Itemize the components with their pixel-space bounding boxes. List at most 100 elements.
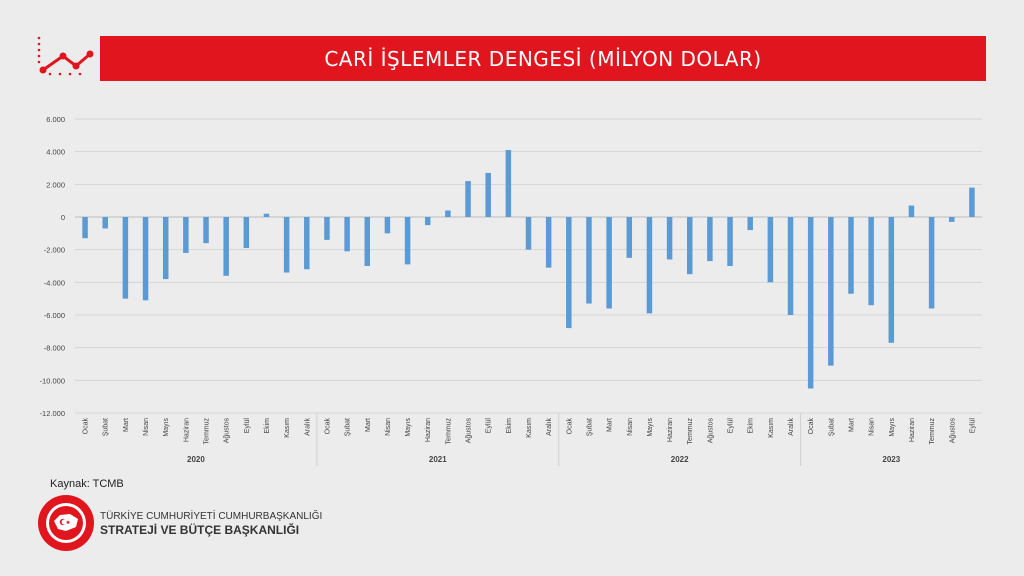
- x-tick-label: Nisan: [143, 418, 150, 436]
- y-tick-label: -4.000: [44, 278, 65, 287]
- bar: [949, 217, 955, 222]
- bar: [828, 217, 834, 366]
- x-tick-label: Mayıs: [647, 418, 654, 437]
- bar: [404, 217, 411, 265]
- year-label: 2021: [429, 455, 447, 464]
- x-tick-label: Temmuz: [204, 418, 211, 445]
- x-tick-label: Şubat: [828, 418, 835, 436]
- x-tick-label: Ocak: [83, 418, 90, 435]
- x-tick-label: Mayıs: [405, 418, 412, 437]
- x-tick-label: Nisan: [869, 418, 876, 436]
- bar: [747, 217, 753, 231]
- title-banner: CARİ İŞLEMLER DENGESİ (MİLYON DOLAR): [100, 36, 986, 81]
- bar: [183, 217, 189, 253]
- bar: [586, 217, 592, 304]
- x-tick-label: Temmuz: [929, 418, 936, 445]
- bar: [162, 217, 169, 280]
- x-tick-label: Eylül: [244, 418, 251, 434]
- x-tick-label: Mart: [848, 418, 855, 432]
- bar: [545, 217, 552, 268]
- source-label: Kaynak: TCMB: [50, 478, 124, 490]
- x-tick-label: Haziran: [909, 418, 916, 442]
- page-title: CARİ İŞLEMLER DENGESİ (MİLYON DOLAR): [324, 46, 762, 71]
- bar: [566, 217, 572, 329]
- x-tick-label: Eylül: [728, 418, 735, 434]
- bar: [969, 187, 975, 217]
- x-tick-label: Nisan: [627, 418, 634, 436]
- x-tick-label: Aralık: [788, 418, 795, 436]
- bar: [686, 217, 693, 275]
- bar: [384, 217, 391, 234]
- bar: [203, 217, 209, 244]
- bar: [888, 217, 895, 343]
- bar: [727, 217, 733, 266]
- x-tick-label: Temmuz: [445, 418, 452, 445]
- x-tick-label: Mayıs: [889, 418, 896, 437]
- y-tick-label: 2.000: [46, 180, 65, 189]
- y-tick-label: -12.000: [40, 409, 65, 418]
- bar: [868, 217, 874, 306]
- bar: [142, 217, 149, 301]
- bar: [505, 150, 512, 217]
- x-tick-label: Eylül: [969, 418, 976, 434]
- y-tick-label: -8.000: [44, 344, 65, 353]
- institution-line1: TÜRKİYE CUMHURİYETİ CUMHURBAŞKANLIĞI: [100, 511, 323, 522]
- institution-line2: STRATEJİ VE BÜTÇE BAŞKANLIĞI: [100, 523, 300, 537]
- x-tick-label: Kasım: [768, 418, 775, 438]
- bar: [485, 172, 491, 217]
- bar: [707, 217, 713, 262]
- x-tick-label: Kasım: [284, 418, 291, 438]
- bar: [102, 217, 108, 229]
- x-tick-label: Ağustos: [466, 418, 473, 444]
- x-tick-label: Kasım: [526, 418, 533, 438]
- bar: [283, 217, 290, 273]
- x-tick-label: Mart: [607, 418, 614, 432]
- x-tick-label: Şubat: [586, 418, 593, 436]
- bar: [666, 217, 673, 260]
- year-label: 2022: [671, 455, 689, 464]
- bar: [122, 217, 129, 299]
- bar: [223, 217, 229, 276]
- y-tick-label: 4.000: [46, 148, 65, 157]
- bar: [445, 210, 451, 217]
- bar: [787, 217, 794, 315]
- bar: [243, 217, 250, 249]
- x-tick-label: Haziran: [183, 418, 190, 442]
- bar-chart: 6.000 4.000 2.000 0 -2.000 -4.000 -6.000 -8.000…: [40, 115, 982, 466]
- x-tick-label: Mart: [123, 418, 130, 432]
- bar: [606, 217, 612, 309]
- bar: [82, 217, 88, 239]
- x-tick-label: Haziran: [667, 418, 674, 442]
- x-tick-label: Aralık: [304, 418, 311, 436]
- bar: [848, 217, 854, 294]
- y-tick-label: -10.000: [40, 376, 65, 385]
- bar: [324, 217, 330, 240]
- x-tick-label: Şubat: [103, 418, 110, 436]
- y-tick-label: -6.000: [44, 311, 65, 320]
- x-tick-label: Eylül: [486, 418, 493, 434]
- trend-line-icon: [37, 36, 94, 76]
- y-tick-label: 0: [61, 213, 65, 222]
- x-tick-label: Ocak: [324, 418, 331, 435]
- x-tick-label: Mayıs: [163, 418, 170, 437]
- x-tick-label: Ağustos: [949, 418, 956, 444]
- bar: [928, 217, 935, 309]
- x-tick-label: Temmuz: [687, 418, 694, 445]
- bar: [304, 217, 310, 270]
- bar: [646, 217, 653, 314]
- x-tick-label: Ekim: [506, 418, 513, 434]
- bar: [424, 217, 431, 226]
- y-tick-label: -2.000: [44, 246, 65, 255]
- bar: [364, 217, 371, 266]
- bar: [263, 213, 270, 217]
- x-tick-label: Ağustos: [707, 418, 714, 444]
- x-tick-label: Haziran: [425, 418, 432, 442]
- x-tick-label: Mart: [365, 418, 372, 432]
- bar: [807, 217, 814, 389]
- x-tick-label: Ocak: [808, 418, 815, 435]
- year-label: 2023: [882, 455, 900, 464]
- y-tick-label: 6.000: [46, 115, 65, 124]
- bar: [767, 217, 774, 283]
- year-label: 2020: [187, 455, 205, 464]
- x-tick-label: Nisan: [385, 418, 392, 436]
